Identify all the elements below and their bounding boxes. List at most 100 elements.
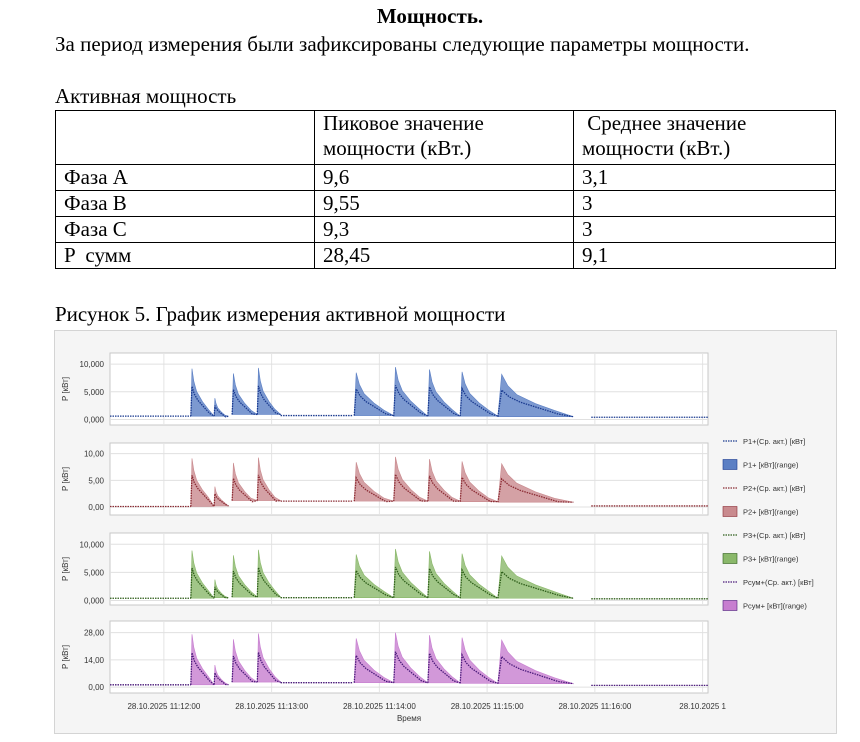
header-cell-peak: Пиковое значение мощности (кВт.) — [314, 110, 574, 165]
series-line — [213, 672, 229, 686]
series-line — [190, 567, 215, 599]
series-line — [213, 493, 229, 507]
table-row: Фаза С 9,3 3 — [55, 216, 836, 243]
series-line — [353, 568, 394, 599]
series-line — [459, 475, 498, 503]
x-tick-label: 28.10.2025 1 — [679, 702, 726, 711]
x-tick-label: 28.10.2025 11:12:00 — [127, 702, 200, 711]
y-tick-label: 10,000 — [80, 540, 105, 549]
x-tick-label: 28.10.2025 11:14:00 — [343, 702, 416, 711]
series-line — [393, 474, 428, 502]
series-range-band — [497, 639, 574, 684]
series-range-band — [497, 462, 574, 503]
peak-value: 9,6 — [314, 164, 574, 191]
series-line — [459, 386, 499, 417]
y-axis-label: P [кВт] — [61, 467, 70, 491]
average-value: 9,1 — [573, 242, 836, 269]
header-cell-average: Среднее значение мощности (кВт.) — [573, 110, 836, 165]
series-line — [459, 567, 499, 599]
peak-value: 9,55 — [314, 190, 574, 217]
table-row: Фаза В 9,55 3 — [55, 190, 836, 217]
power-chart: 10,000 5,000 0,000 P [кВт] 10,00 5,00 0,00 P [к… — [61, 352, 814, 723]
series-line — [497, 570, 574, 599]
series-line — [393, 651, 429, 684]
series-range-band — [256, 633, 282, 683]
series-range-band — [393, 548, 429, 598]
series-line — [427, 386, 461, 417]
average-value: 3,1 — [573, 164, 836, 191]
x-tick-label: 28.10.2025 11:13:00 — [235, 702, 308, 711]
series-range-band — [427, 635, 462, 684]
legend-swatch-band — [722, 600, 738, 611]
table-row: Фаза А 9,6 3,1 — [55, 164, 836, 191]
series-line — [231, 389, 258, 416]
chart-panel-p2: 10,00 5,00 0,00 P [кВт] — [61, 442, 709, 516]
x-tick-label: 28.10.2025 11:15:00 — [451, 702, 524, 711]
series-line — [459, 652, 499, 684]
series-line — [190, 652, 215, 686]
legend-label: P1+(Ср. акт.) [кВт] — [743, 437, 805, 446]
series-range-band — [393, 367, 429, 417]
series-range-band — [231, 639, 259, 683]
table-header-row: Пиковое значение мощности (кВт.) Среднее… — [55, 110, 836, 165]
series-line — [256, 385, 281, 416]
y-axis-label: P [кВт] — [61, 645, 70, 669]
table-caption: Активная мощность — [55, 84, 237, 108]
peak-value: 28,45 — [314, 242, 574, 269]
series-line — [497, 477, 574, 503]
series-line — [231, 570, 258, 598]
y-tick-label: 14,00 — [84, 656, 105, 665]
legend-label: P2+(Ср. акт.) [кВт] — [743, 484, 805, 493]
series-line — [190, 475, 215, 507]
x-axis-label: Время — [397, 714, 421, 723]
series-line — [353, 475, 394, 503]
series-line — [256, 474, 281, 502]
legend-swatch-band — [722, 506, 738, 517]
legend-label: P1+ [кВт](range) — [743, 461, 799, 470]
row-label: P сумм — [55, 242, 315, 269]
series-range-band — [231, 462, 258, 501]
chart-panel-p1: 10,000 5,000 0,000 P [кВт] — [61, 352, 709, 426]
series-line — [427, 568, 461, 599]
figure-caption: Рисунок 5. График измерения активной мощ… — [55, 302, 506, 326]
legend-label: Pсум+ [кВт](range) — [743, 602, 807, 611]
y-tick-label: 0,000 — [84, 415, 105, 424]
average-value: 3 — [573, 190, 836, 217]
legend-swatch-band — [722, 553, 738, 564]
y-tick-label: 10,00 — [84, 450, 105, 459]
y-tick-label: 5,00 — [88, 476, 104, 485]
series-line — [213, 405, 229, 418]
series-line — [231, 478, 258, 503]
legend-swatch-band — [722, 459, 738, 470]
legend-label: P3+(Ср. акт.) [кВт] — [743, 531, 805, 540]
series-line — [353, 653, 394, 684]
series-line — [353, 386, 394, 417]
y-tick-label: 0,00 — [88, 503, 104, 512]
power-table: Пиковое значение мощности (кВт.) Среднее… — [55, 110, 836, 269]
series-line — [393, 566, 429, 599]
legend-label: Pсум+(Ср. акт.) [кВт] — [743, 578, 814, 587]
series-line — [213, 586, 229, 599]
section-heading: Мощность. — [376, 4, 484, 28]
y-axis-label: P [кВт] — [61, 557, 70, 581]
peak-value: 9,3 — [314, 216, 574, 243]
series-line — [497, 655, 574, 685]
series-line — [393, 385, 429, 417]
series-line — [231, 655, 258, 683]
legend-label: P2+ [кВт](range) — [743, 508, 799, 517]
series-range-band — [256, 457, 282, 501]
series-line — [427, 653, 461, 684]
row-label: Фаза В — [55, 190, 315, 217]
row-label: Фаза А — [55, 164, 315, 191]
average-value: 3 — [573, 216, 836, 243]
series-range-band — [353, 372, 395, 416]
x-tick-label: 28.10.2025 11:16:00 — [558, 702, 631, 711]
y-axis-label: P [кВт] — [61, 377, 70, 401]
series-line — [427, 475, 461, 502]
legend-label: P3+ [кВт](range) — [743, 555, 799, 564]
table-row: P сумм 28,45 9,1 — [55, 242, 836, 269]
header-cell-empty — [55, 110, 315, 165]
chart-panel-psum: 28,00 14,00 0,00 P [кВт] — [61, 620, 709, 694]
y-tick-label: 28,00 — [84, 629, 105, 638]
y-tick-label: 5,000 — [84, 568, 105, 577]
